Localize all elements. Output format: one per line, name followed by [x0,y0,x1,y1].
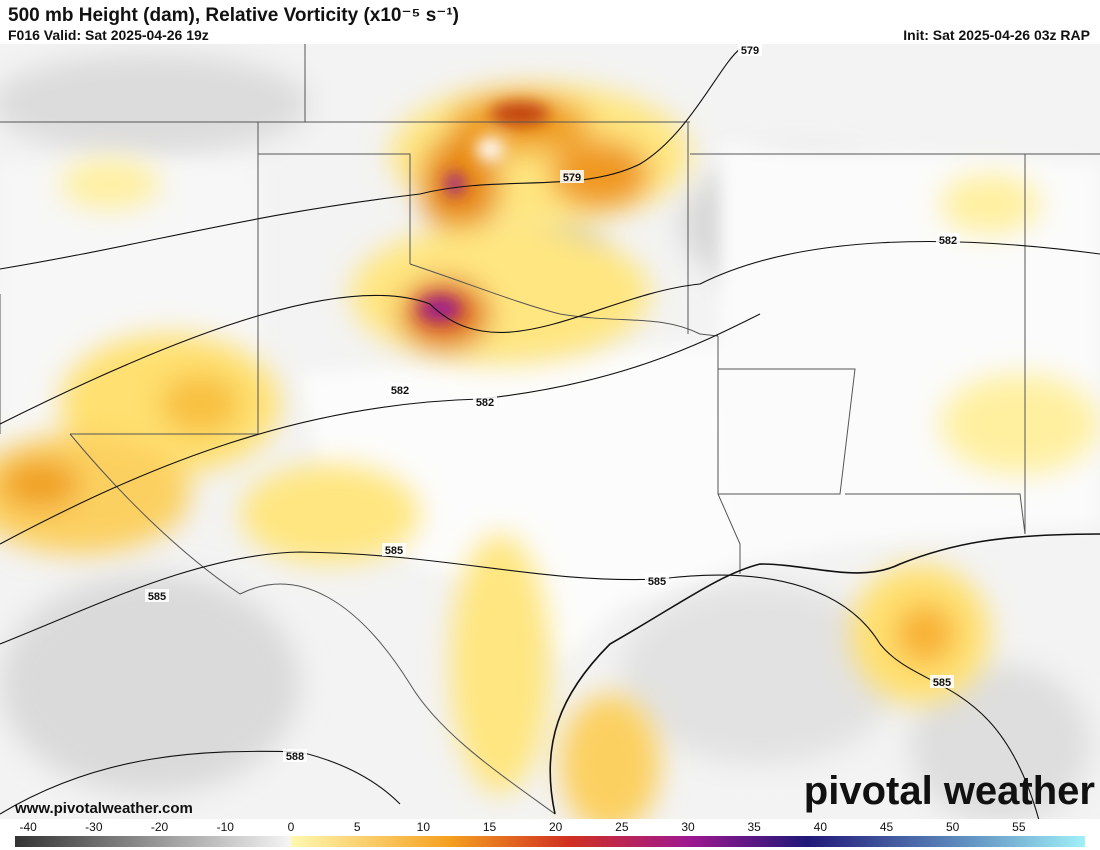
init-time: Init: Sat 2025-04-26 03z RAP [903,27,1090,43]
colorbar-tick-label: 0 [288,820,295,834]
contour-label-bg [738,44,762,56]
contour-label: 585 [648,576,666,588]
colorbar-tick-label: 15 [483,820,497,834]
contour-label: 588 [286,751,304,763]
contour-label-bg [145,589,169,602]
contour-label: 585 [933,677,951,689]
colorbar-tick-label: 35 [747,820,761,834]
valid-time: F016 Valid: Sat 2025-04-26 19z [8,27,209,43]
colorbar-tick-label: -10 [217,820,235,834]
contour-label: 579 [563,172,581,184]
contour-label-bg [560,170,584,183]
contour-label-bg [473,395,497,408]
colorbar-tick-label: -20 [151,820,169,834]
contour-label-bg [388,383,412,396]
colorbar-tick-label: 5 [354,820,361,834]
colorbar-positive [291,836,1085,847]
contour-label-bg [936,233,960,246]
contour-label: 585 [148,591,166,603]
contour-label: 582 [939,235,957,247]
height-contours [0,48,1100,819]
colorbar: -40 -30 -20 -10 0 5 10 15 20 25 30 35 40 45 50 55 [15,820,1085,847]
contour-label: 585 [385,545,403,557]
website: www.pivotalweather.com [14,800,193,817]
colorbar-tick-label: 50 [946,820,960,834]
colorbar-tick-label: -30 [85,820,103,834]
title: 500 mb Height (dam), Relative Vorticity … [8,5,459,26]
contour-label-bg [283,749,307,762]
colorbar-tick-label: 10 [417,820,431,834]
colorbar-negative [15,836,291,847]
map: 579 579 582 582 582 585 585 585 585 588 www.pivot… [0,44,1100,819]
contour-label: 579 [741,45,759,57]
contour-label: 582 [391,385,409,397]
coastline [549,533,1100,815]
vorticity-max [418,102,550,323]
colorbar-tick-label: 20 [549,820,563,834]
colorbar-tick-label: -40 [19,820,37,834]
contour-label-bg [930,675,954,688]
colorbar-tick-label: 45 [880,820,894,834]
state-borders [0,44,1100,815]
colorbar-tick-label: 25 [615,820,629,834]
contour-label-bg [645,574,669,587]
logo: pivotal weather [804,769,1095,813]
colorbar-tick-label: 30 [681,820,695,834]
contour-labels: 579 579 582 582 582 585 585 585 585 588 [145,44,960,763]
colorbar-tick-label: 40 [814,820,828,834]
colorbar-tick-label: 55 [1012,820,1026,834]
contour-label-bg [382,543,406,556]
contour-label: 582 [476,397,494,409]
vorticity-positive [0,84,1100,819]
